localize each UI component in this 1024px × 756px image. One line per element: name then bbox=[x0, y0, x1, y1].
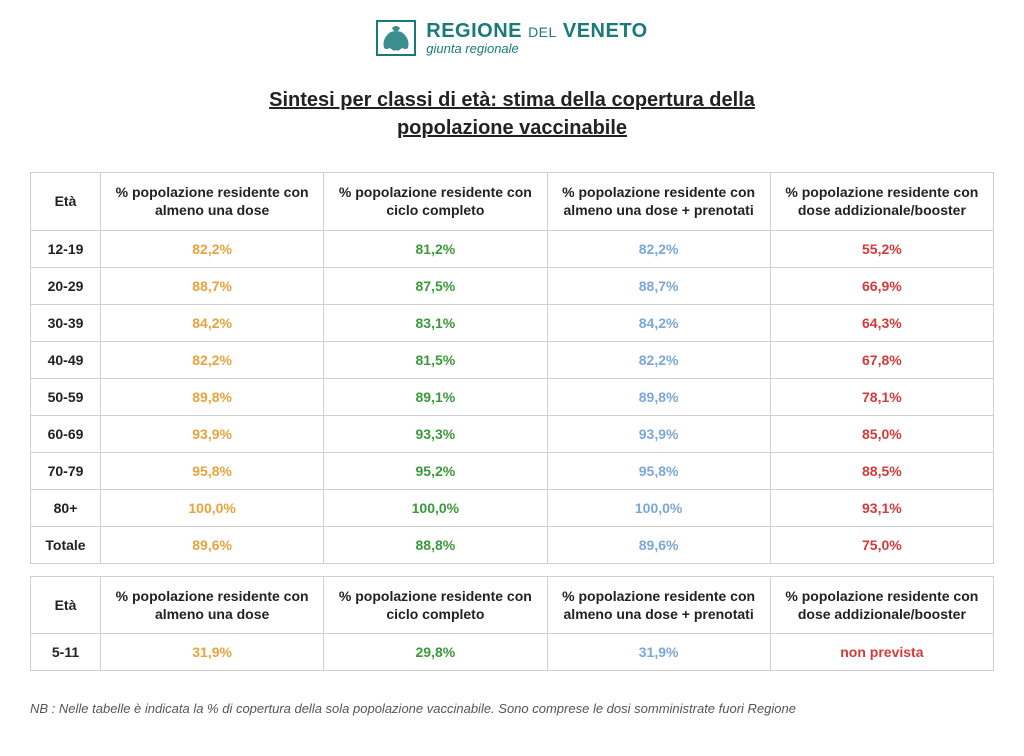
cell-c3: 88,7% bbox=[547, 267, 770, 304]
cell-c1: 82,2% bbox=[101, 341, 324, 378]
cell-age: 20-29 bbox=[31, 267, 101, 304]
table-row: 30-3984,2%83,1%84,2%64,3% bbox=[31, 304, 994, 341]
cell-c4: 75,0% bbox=[770, 526, 993, 563]
cell-age: 50-59 bbox=[31, 378, 101, 415]
cell-c1: 84,2% bbox=[101, 304, 324, 341]
cell-c3: 95,8% bbox=[547, 452, 770, 489]
logo-row: REGIONE DEL VENETO giunta regionale bbox=[376, 20, 647, 56]
cell-c1: 89,6% bbox=[101, 526, 324, 563]
col-booster: % popolazione residente con dose addizio… bbox=[770, 576, 993, 633]
cell-c2: 89,1% bbox=[324, 378, 547, 415]
cell-c4: 93,1% bbox=[770, 489, 993, 526]
cell-c2: 29,8% bbox=[324, 633, 547, 670]
cell-c1: 82,2% bbox=[101, 230, 324, 267]
table-row: 60-6993,9%93,3%93,9%85,0% bbox=[31, 415, 994, 452]
table-row: 5-1131,9%29,8%31,9%non prevista bbox=[31, 633, 994, 670]
cell-c2: 87,5% bbox=[324, 267, 547, 304]
table-row: Totale89,6%88,8%89,6%75,0% bbox=[31, 526, 994, 563]
cell-age: 12-19 bbox=[31, 230, 101, 267]
table-row: 40-4982,2%81,5%82,2%67,8% bbox=[31, 341, 994, 378]
logo-text: REGIONE DEL VENETO giunta regionale bbox=[426, 20, 647, 56]
cell-age: Totale bbox=[31, 526, 101, 563]
table-row: 70-7995,8%95,2%95,8%88,5% bbox=[31, 452, 994, 489]
cell-age: 60-69 bbox=[31, 415, 101, 452]
cell-age: 80+ bbox=[31, 489, 101, 526]
cell-c1: 95,8% bbox=[101, 452, 324, 489]
table-row: 80+100,0%100,0%100,0%93,1% bbox=[31, 489, 994, 526]
secondary-table: Età % popolazione residente con almeno u… bbox=[30, 576, 994, 671]
table-header-row: Età % popolazione residente con almeno u… bbox=[31, 576, 994, 633]
cell-c4: 66,9% bbox=[770, 267, 993, 304]
cell-c3: 82,2% bbox=[547, 341, 770, 378]
table-row: 50-5989,8%89,1%89,8%78,1% bbox=[31, 378, 994, 415]
table-header-row: Età % popolazione residente con almeno u… bbox=[31, 173, 994, 230]
cell-c1: 100,0% bbox=[101, 489, 324, 526]
cell-c4: 85,0% bbox=[770, 415, 993, 452]
cell-c2: 88,8% bbox=[324, 526, 547, 563]
cell-c3: 31,9% bbox=[547, 633, 770, 670]
cell-age: 5-11 bbox=[31, 633, 101, 670]
cell-c4: 55,2% bbox=[770, 230, 993, 267]
cell-c4: 88,5% bbox=[770, 452, 993, 489]
cell-c2: 93,3% bbox=[324, 415, 547, 452]
cell-age: 70-79 bbox=[31, 452, 101, 489]
cell-c2: 81,5% bbox=[324, 341, 547, 378]
main-table: Età % popolazione residente con almeno u… bbox=[30, 172, 994, 563]
table-row: 12-1982,2%81,2%82,2%55,2% bbox=[31, 230, 994, 267]
cell-c2: 81,2% bbox=[324, 230, 547, 267]
footnote: NB : Nelle tabelle è indicata la % di co… bbox=[30, 701, 994, 716]
cell-c1: 89,8% bbox=[101, 378, 324, 415]
cell-c3: 89,6% bbox=[547, 526, 770, 563]
col-booked: % popolazione residente con almeno una d… bbox=[547, 173, 770, 230]
org-subtitle: giunta regionale bbox=[426, 42, 647, 56]
cell-c4: 67,8% bbox=[770, 341, 993, 378]
cell-c1: 93,9% bbox=[101, 415, 324, 452]
col-age: Età bbox=[31, 173, 101, 230]
col-dose1: % popolazione residente con almeno una d… bbox=[101, 576, 324, 633]
cell-c1: 88,7% bbox=[101, 267, 324, 304]
col-complete: % popolazione residente con ciclo comple… bbox=[324, 576, 547, 633]
cell-c4: non prevista bbox=[770, 633, 993, 670]
lion-logo-icon bbox=[376, 20, 416, 56]
cell-c3: 82,2% bbox=[547, 230, 770, 267]
cell-age: 40-49 bbox=[31, 341, 101, 378]
cell-c1: 31,9% bbox=[101, 633, 324, 670]
cell-c3: 93,9% bbox=[547, 415, 770, 452]
cell-c4: 64,3% bbox=[770, 304, 993, 341]
header: REGIONE DEL VENETO giunta regionale bbox=[30, 20, 994, 61]
cell-c2: 95,2% bbox=[324, 452, 547, 489]
col-age: Età bbox=[31, 576, 101, 633]
col-booked: % popolazione residente con almeno una d… bbox=[547, 576, 770, 633]
cell-c3: 84,2% bbox=[547, 304, 770, 341]
cell-c3: 89,8% bbox=[547, 378, 770, 415]
cell-c2: 100,0% bbox=[324, 489, 547, 526]
col-booster: % popolazione residente con dose addizio… bbox=[770, 173, 993, 230]
cell-c4: 78,1% bbox=[770, 378, 993, 415]
cell-age: 30-39 bbox=[31, 304, 101, 341]
org-name: REGIONE DEL VENETO bbox=[426, 20, 647, 42]
table-row: 20-2988,7%87,5%88,7%66,9% bbox=[31, 267, 994, 304]
cell-c3: 100,0% bbox=[547, 489, 770, 526]
col-complete: % popolazione residente con ciclo comple… bbox=[324, 173, 547, 230]
page-title: Sintesi per classi di età: stima della c… bbox=[162, 86, 862, 142]
cell-c2: 83,1% bbox=[324, 304, 547, 341]
col-dose1: % popolazione residente con almeno una d… bbox=[101, 173, 324, 230]
